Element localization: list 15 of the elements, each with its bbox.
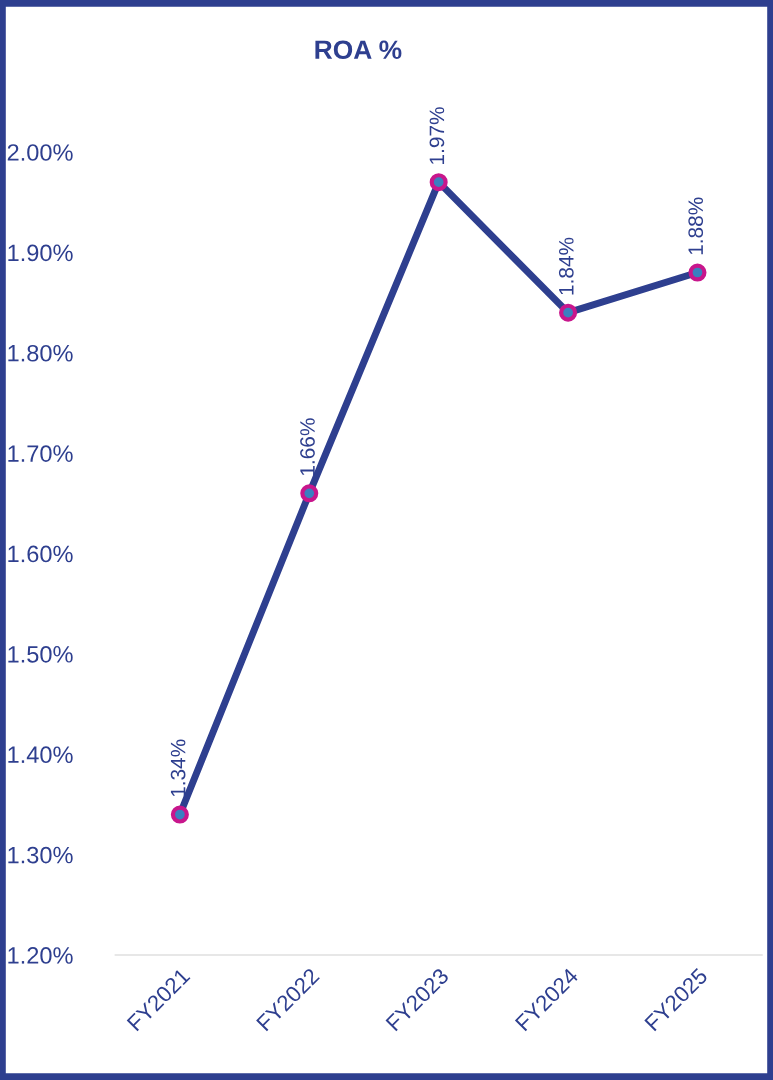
data-label: 1.66% <box>300 418 315 476</box>
y-tick-label: 1.70% <box>8 445 73 462</box>
data-label: 1.84% <box>558 237 574 295</box>
y-tick-label: 1.80% <box>8 344 73 362</box>
data-label: 1.34% <box>170 739 186 797</box>
y-tick-label: 1.40% <box>8 746 73 764</box>
data-label: 1.97% <box>429 107 445 164</box>
y-tick-label: 1.20% <box>8 947 73 964</box>
y-tick-label: 1.50% <box>8 645 73 663</box>
y-tick-label: 1.90% <box>8 244 73 262</box>
y-tick-label: 1.60% <box>8 545 73 563</box>
y-tick-label: 2.00% <box>7 144 73 161</box>
chart-title: ROA % <box>315 40 402 60</box>
y-tick-label: 1.30% <box>8 846 73 864</box>
data-label: 1.88% <box>688 197 704 255</box>
